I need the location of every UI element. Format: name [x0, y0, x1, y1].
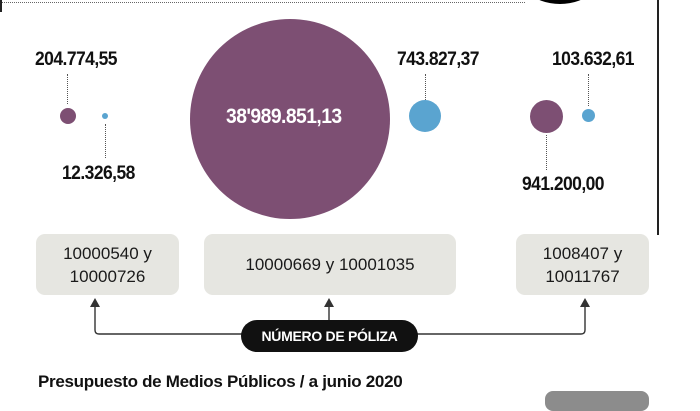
- arrow-up-right-icon: [580, 298, 590, 307]
- center-blue-connector: [425, 74, 426, 100]
- policy-number-pill: NÚMERO DE PÓLIZA: [241, 320, 418, 352]
- left-purple-bubble: [60, 108, 76, 124]
- footer-title: Presupuesto de Medios Públicos / a junio…: [38, 372, 403, 391]
- policy-box-center: 10000669 y 10001035: [204, 234, 456, 295]
- right-purple-connector: [546, 135, 547, 170]
- center-purple-value: 38'989.851,13: [226, 105, 342, 128]
- arrow-up-center-icon: [324, 298, 334, 307]
- top-dotted-divider: [0, 2, 525, 3]
- right-purple-value: 941.200,00: [522, 174, 605, 195]
- footer-gray-tab: [545, 391, 649, 411]
- policy-box-right: 1008407 y 10011767: [516, 234, 649, 295]
- right-blue-bubble: [582, 109, 595, 122]
- policy-box-left: 10000540 y 10000726: [36, 234, 179, 295]
- top-black-circle: [510, 0, 610, 4]
- right-border: [657, 0, 659, 235]
- left-blue-connector: [105, 124, 106, 158]
- arrow-up-left-icon: [90, 298, 100, 307]
- policy-left-line1: 10000540 y: [63, 243, 152, 263]
- center-purple-bubble: [190, 19, 390, 219]
- center-blue-bubble: [409, 100, 441, 132]
- policy-center-text: 10000669 y 10001035: [245, 255, 415, 274]
- left-blue-bubble: [102, 113, 108, 119]
- policy-left-line2: 10000726: [69, 266, 146, 286]
- right-blue-value: 103.632,61: [552, 49, 635, 70]
- right-purple-bubble: [530, 100, 563, 133]
- left-purple-connector: [67, 74, 68, 104]
- policy-right-line2: 10011767: [545, 266, 620, 286]
- left-blue-value: 12.326,58: [62, 163, 135, 184]
- right-blue-connector: [588, 74, 589, 106]
- left-purple-value: 204.774,55: [35, 49, 118, 70]
- policy-right-line1: 1008407 y: [542, 243, 623, 263]
- policy-number-label: NÚMERO DE PÓLIZA: [261, 328, 398, 344]
- center-blue-value: 743.827,37: [397, 49, 480, 70]
- top-left-border: [0, 0, 2, 12]
